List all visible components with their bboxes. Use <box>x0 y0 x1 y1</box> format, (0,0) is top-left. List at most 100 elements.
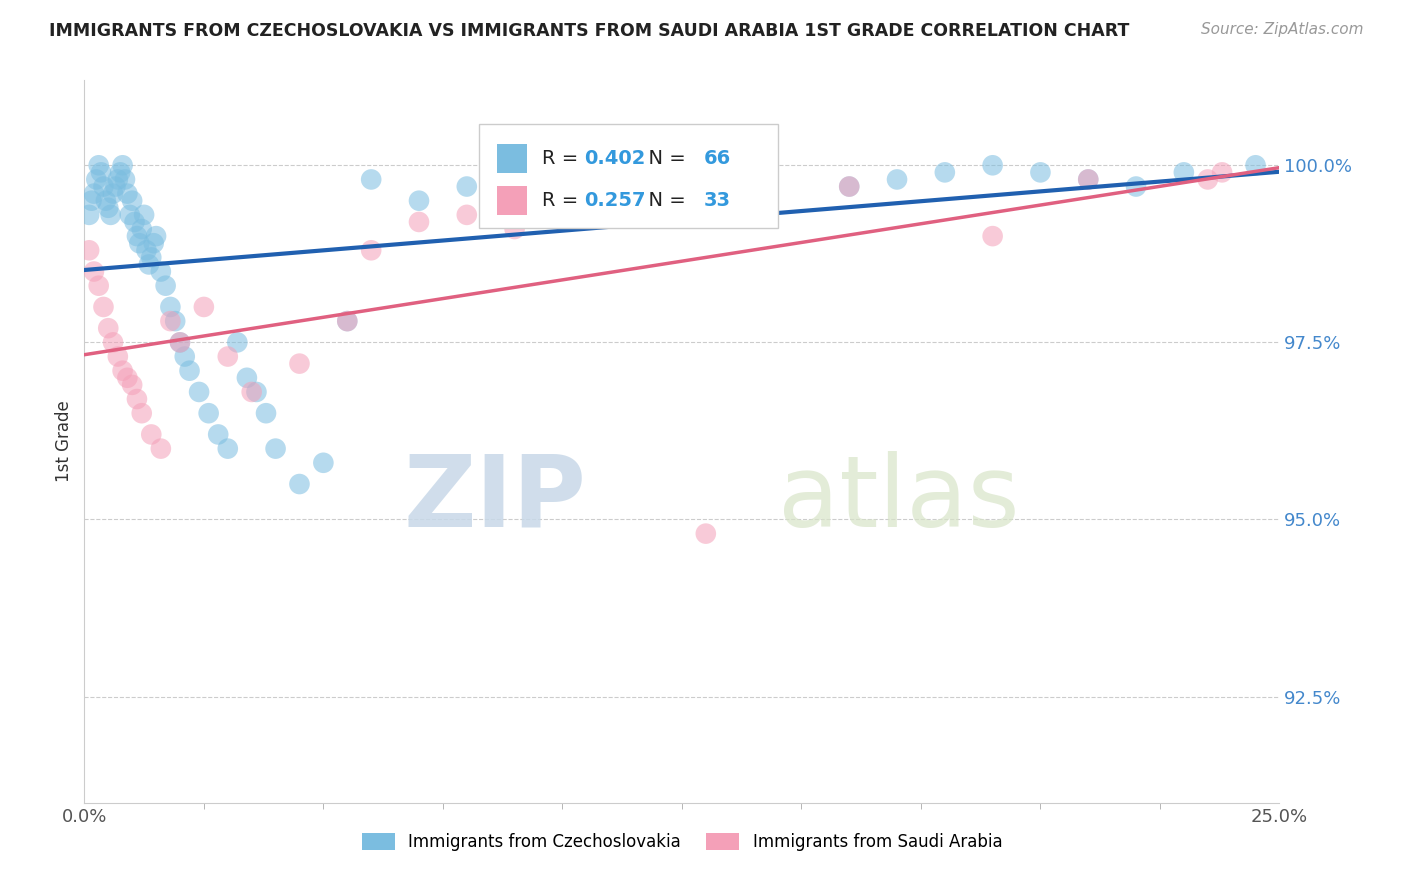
Point <box>254 406 277 420</box>
Point <box>207 427 229 442</box>
Point <box>288 477 311 491</box>
Text: R =: R = <box>543 191 585 210</box>
FancyBboxPatch shape <box>479 124 778 228</box>
Point <box>188 384 211 399</box>
Point <box>101 186 124 201</box>
Point <box>169 335 191 350</box>
Point <box>981 158 1004 172</box>
Point <box>77 208 100 222</box>
Point <box>114 172 136 186</box>
Point <box>1125 179 1147 194</box>
Point <box>226 335 249 350</box>
Bar <box>496 186 527 215</box>
Text: atlas: atlas <box>778 450 1019 548</box>
Point <box>107 172 129 186</box>
Text: ZIP: ZIP <box>404 450 586 548</box>
Point <box>742 194 765 208</box>
Point <box>197 406 219 420</box>
Point <box>141 427 163 442</box>
Point <box>264 442 287 456</box>
Point <box>695 186 717 201</box>
Point <box>217 350 239 364</box>
Point <box>169 335 191 350</box>
Text: Source: ZipAtlas.com: Source: ZipAtlas.com <box>1201 22 1364 37</box>
Point <box>599 194 621 208</box>
Text: 0.257: 0.257 <box>583 191 645 210</box>
Point <box>934 165 956 179</box>
Point <box>117 186 139 201</box>
Point <box>1211 165 1233 179</box>
Point <box>110 165 132 179</box>
Point <box>360 172 382 186</box>
Point <box>83 186 105 201</box>
Y-axis label: 1st Grade: 1st Grade <box>55 401 73 483</box>
Point <box>217 442 239 456</box>
Point <box>86 172 108 186</box>
Text: 66: 66 <box>703 149 731 168</box>
Point <box>408 215 430 229</box>
Text: IMMIGRANTS FROM CZECHOSLOVAKIA VS IMMIGRANTS FROM SAUDI ARABIA 1ST GRADE CORRELA: IMMIGRANTS FROM CZECHOSLOVAKIA VS IMMIGR… <box>49 22 1129 40</box>
Legend: Immigrants from Czechoslovakia, Immigrants from Saudi Arabia: Immigrants from Czechoslovakia, Immigran… <box>353 825 1011 860</box>
Point <box>179 364 201 378</box>
Point <box>456 208 478 222</box>
Point <box>599 158 621 172</box>
Point <box>90 165 112 179</box>
Text: R =: R = <box>543 149 585 168</box>
Point <box>131 406 153 420</box>
Point <box>97 201 120 215</box>
Point <box>87 278 110 293</box>
Point <box>360 244 382 258</box>
Point <box>173 350 195 364</box>
Point <box>121 377 143 392</box>
Point <box>107 350 129 364</box>
Point <box>121 194 143 208</box>
Point <box>142 236 165 251</box>
Point <box>149 442 172 456</box>
Point <box>1029 165 1052 179</box>
Point <box>80 194 103 208</box>
Point <box>135 244 157 258</box>
Point <box>193 300 215 314</box>
Point <box>456 179 478 194</box>
Point <box>94 194 117 208</box>
Point <box>695 526 717 541</box>
Text: N =: N = <box>637 149 693 168</box>
Point <box>104 179 127 194</box>
Point <box>117 371 139 385</box>
Point <box>141 251 163 265</box>
Point <box>165 314 187 328</box>
Point <box>159 314 181 328</box>
Point <box>93 300 115 314</box>
Point <box>503 222 526 236</box>
Point <box>1077 172 1099 186</box>
Text: 33: 33 <box>703 191 731 210</box>
Point <box>138 257 160 271</box>
Point <box>100 208 122 222</box>
Text: N =: N = <box>637 191 693 210</box>
Point <box>125 229 148 244</box>
Point <box>1173 165 1195 179</box>
Point <box>838 179 860 194</box>
Point <box>155 278 177 293</box>
Bar <box>496 144 527 173</box>
Point <box>245 384 267 399</box>
Point <box>1244 158 1267 172</box>
Point <box>312 456 335 470</box>
Point <box>132 208 156 222</box>
Point <box>240 384 263 399</box>
Point <box>336 314 359 328</box>
Point <box>838 179 860 194</box>
Point <box>97 321 120 335</box>
Point <box>336 314 359 328</box>
Point <box>101 335 124 350</box>
Point <box>886 172 908 186</box>
Point <box>118 208 141 222</box>
Point <box>288 357 311 371</box>
Point <box>159 300 181 314</box>
Point <box>111 158 134 172</box>
Point <box>128 236 150 251</box>
Point <box>93 179 115 194</box>
Point <box>77 244 100 258</box>
Point <box>1077 172 1099 186</box>
Text: 0.402: 0.402 <box>583 149 645 168</box>
